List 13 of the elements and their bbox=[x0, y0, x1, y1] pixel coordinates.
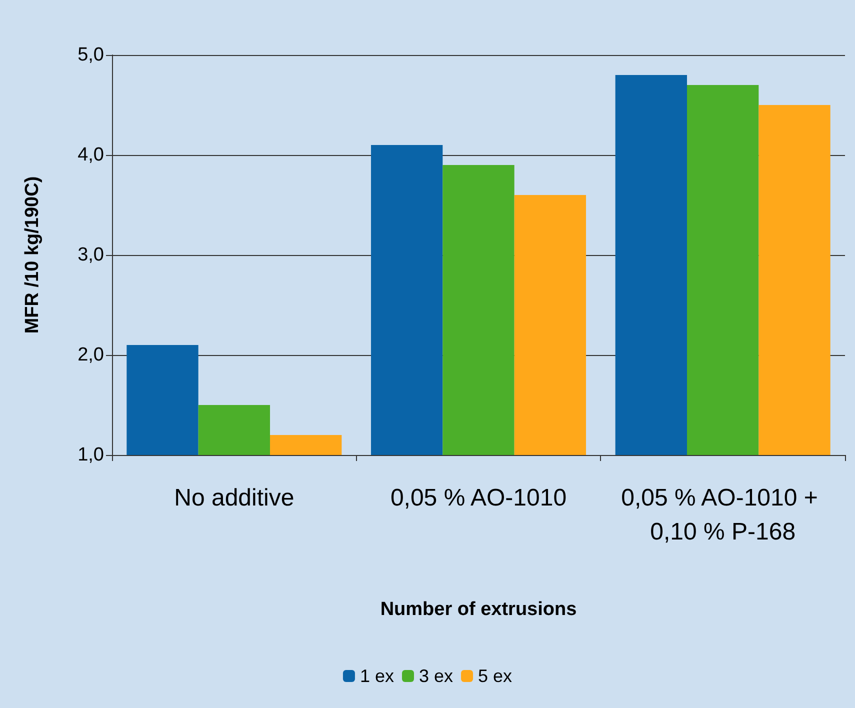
x-tick-label: 0,05 % AO-1010 bbox=[390, 484, 567, 512]
y-tick-label: 3,0 bbox=[78, 244, 104, 266]
y-axis-title: MFR /10 kg/190C) bbox=[22, 176, 43, 334]
y-tick-label: 2,0 bbox=[78, 344, 104, 366]
y-tick-label: 1,0 bbox=[78, 444, 104, 466]
legend-label: 1 ex bbox=[360, 666, 394, 686]
y-tick-label: 4,0 bbox=[78, 144, 104, 166]
x-tick-label: No additive bbox=[174, 484, 294, 512]
legend-label: 3 ex bbox=[418, 666, 454, 686]
y-tick-label: 5,0 bbox=[78, 44, 104, 66]
x-axis-title: Number of extrusions bbox=[380, 599, 577, 620]
x-tick-label: 0,05 % AO-1010 + 0,10 % P-168 bbox=[621, 484, 825, 546]
legend-label: 5 ex bbox=[478, 666, 512, 686]
